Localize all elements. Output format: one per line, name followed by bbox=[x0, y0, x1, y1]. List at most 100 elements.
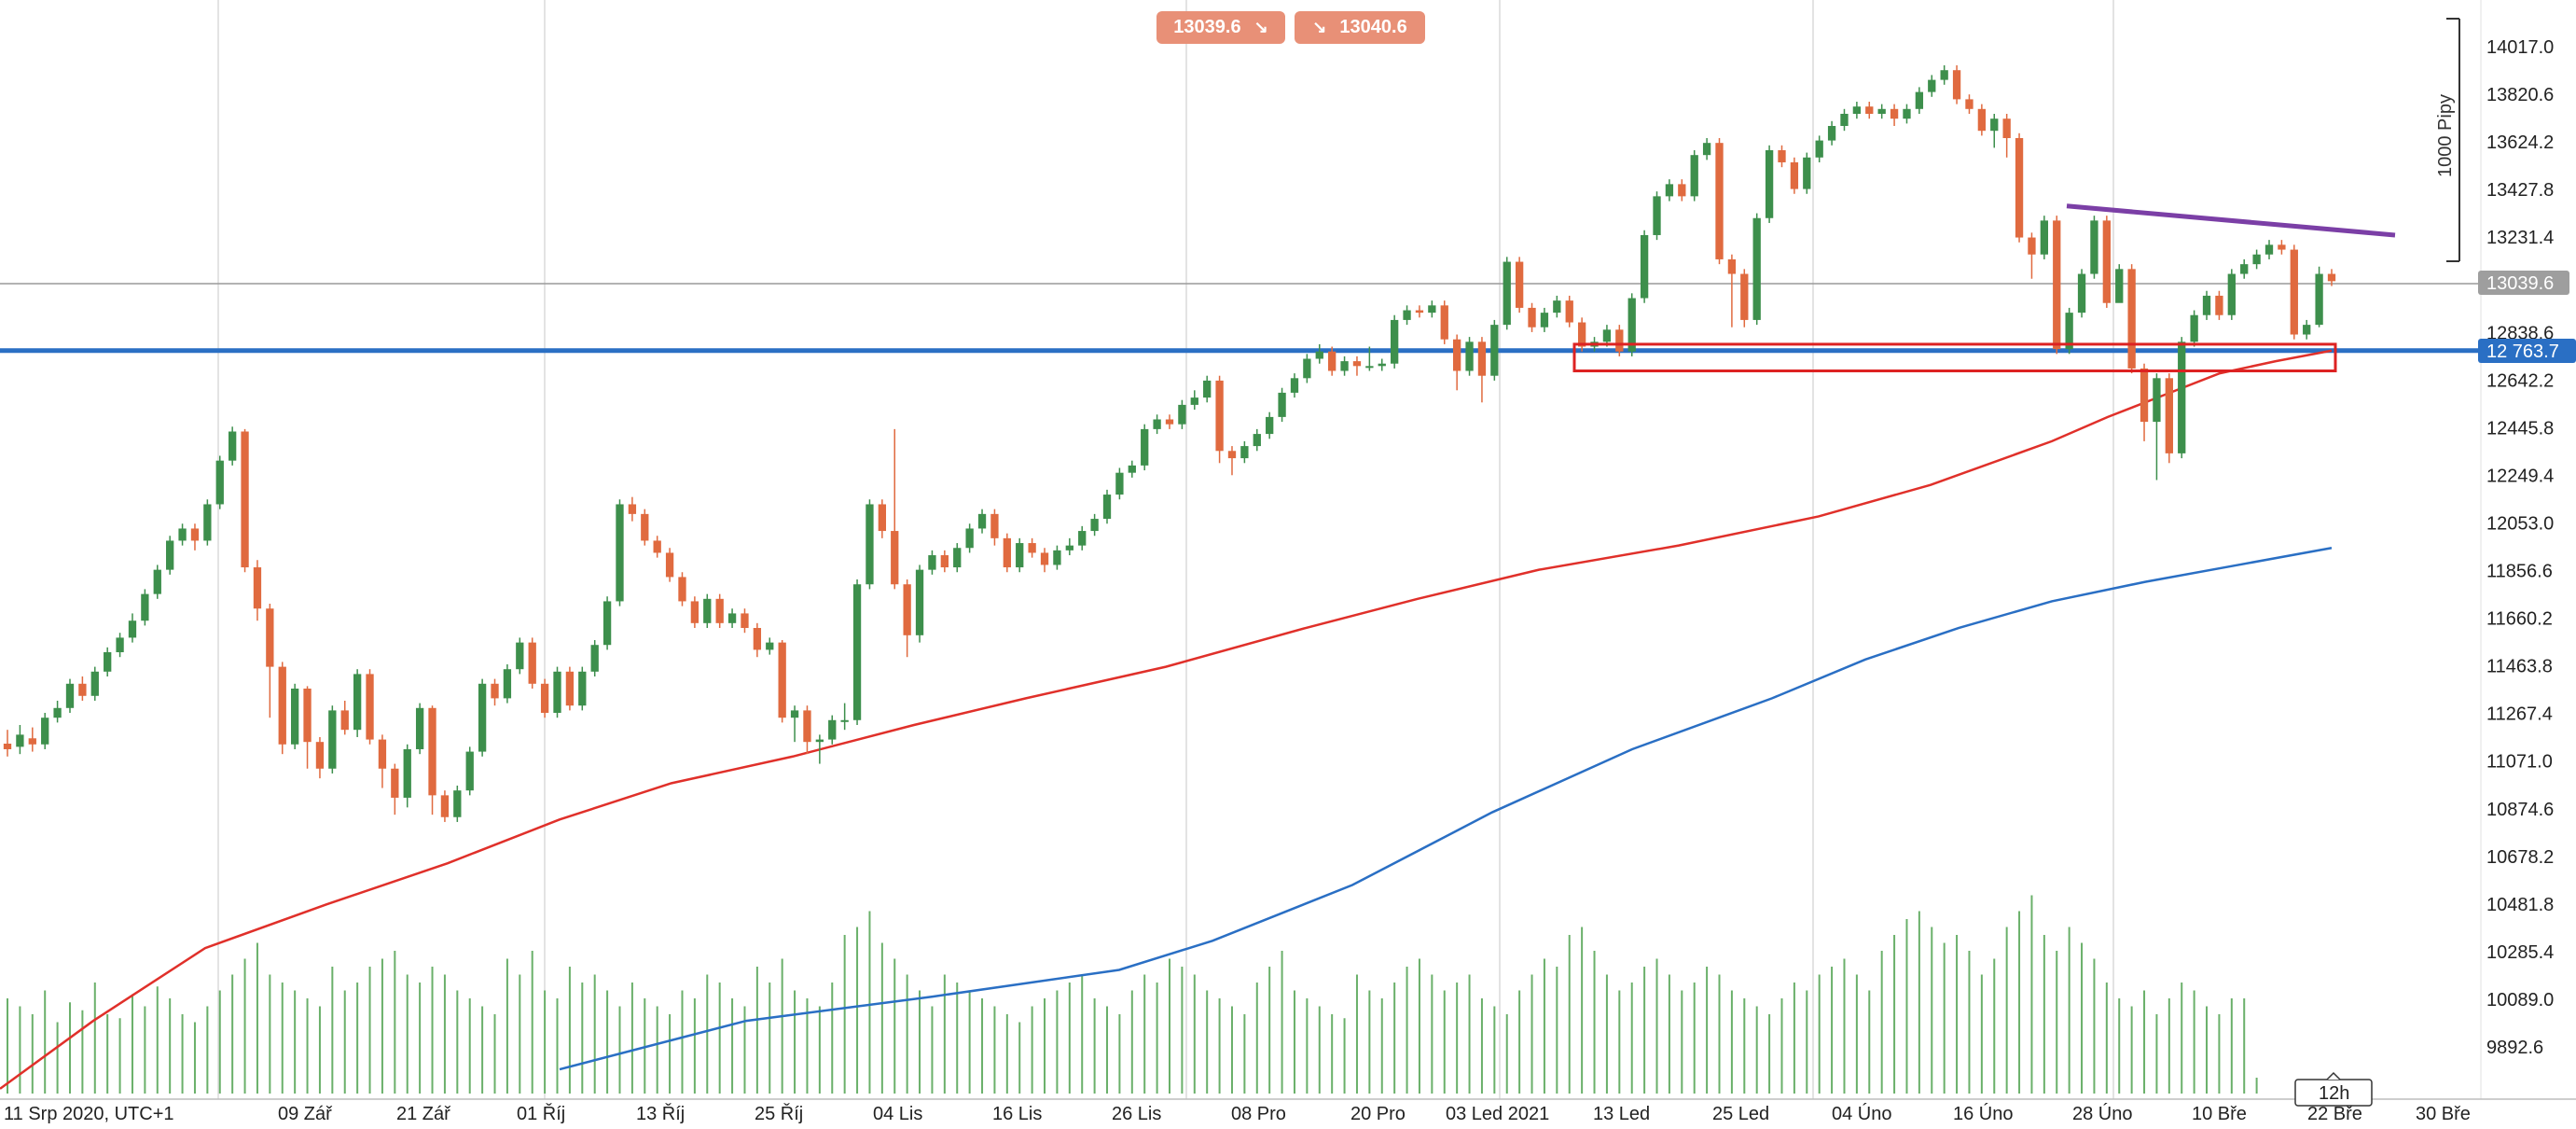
candle bbox=[565, 666, 575, 711]
candle-body bbox=[1778, 149, 1786, 162]
candle bbox=[2202, 290, 2211, 320]
candle-body bbox=[153, 569, 161, 594]
candle-body bbox=[453, 790, 462, 817]
candle-body bbox=[1328, 351, 1336, 371]
candle-body bbox=[1153, 419, 1161, 429]
candle bbox=[215, 455, 224, 509]
candle bbox=[1678, 179, 1686, 202]
candle bbox=[1553, 295, 1561, 318]
candle-body bbox=[2252, 254, 2261, 265]
candle bbox=[1278, 387, 1286, 423]
candle-body bbox=[1477, 341, 1487, 376]
candle-body bbox=[478, 683, 487, 752]
scale-bracket: 1000 Pipy bbox=[2435, 18, 2460, 262]
candle-body bbox=[803, 710, 811, 743]
candle-body bbox=[1727, 258, 1737, 274]
x-tick-label: 08 Pro bbox=[1231, 1104, 1286, 1124]
price-axis[interactable]: 14017.0 13820.6 13624.2 13427.8 13231.4 12838… bbox=[2480, 0, 2554, 1099]
candle-body bbox=[503, 669, 512, 699]
candle bbox=[1303, 354, 1311, 383]
candle-body bbox=[915, 569, 924, 635]
candle bbox=[1403, 305, 1411, 326]
candle-body bbox=[2127, 269, 2136, 369]
y-tick-label: 11071.0 bbox=[2486, 752, 2553, 773]
candle-body bbox=[628, 504, 637, 514]
candle bbox=[628, 496, 637, 522]
x-tick-label: 25 Říj bbox=[755, 1103, 803, 1124]
candle-body bbox=[2028, 237, 2036, 255]
candle bbox=[2115, 264, 2124, 303]
candle-body bbox=[1340, 361, 1349, 371]
buy-price-button[interactable]: ↘ 13040.6 bbox=[1295, 11, 1425, 44]
candle-body bbox=[1903, 108, 1911, 119]
candle bbox=[1253, 428, 1261, 452]
candle-body bbox=[2165, 378, 2173, 453]
candle bbox=[1827, 120, 1836, 146]
candle bbox=[866, 499, 874, 590]
candle bbox=[1053, 545, 1061, 570]
candle bbox=[1903, 104, 1911, 124]
candle bbox=[1102, 489, 1112, 524]
candle-body bbox=[1627, 298, 1636, 352]
candle bbox=[28, 727, 36, 752]
candle-body bbox=[641, 513, 649, 541]
candle-body bbox=[2290, 249, 2298, 335]
drawings[interactable] bbox=[1572, 203, 2396, 373]
support-price-label: 12 763.7 bbox=[2486, 341, 2559, 362]
support-zone-box bbox=[1572, 342, 2337, 373]
candle-body bbox=[328, 710, 337, 769]
candle bbox=[2102, 216, 2111, 308]
timeframe-badge[interactable]: 12h bbox=[2294, 1071, 2373, 1107]
candle-body bbox=[1016, 543, 1024, 568]
trendline bbox=[2066, 203, 2396, 238]
candle bbox=[516, 637, 524, 675]
candle-body bbox=[828, 719, 837, 740]
candle-body bbox=[2053, 220, 2061, 350]
candle bbox=[2227, 269, 2236, 320]
candle bbox=[766, 637, 774, 655]
candle-body bbox=[602, 601, 612, 646]
candle bbox=[403, 744, 411, 808]
candle-body bbox=[727, 613, 737, 623]
candle-body bbox=[2040, 220, 2049, 255]
candle bbox=[229, 426, 237, 466]
candle-body bbox=[278, 666, 286, 745]
candle bbox=[366, 669, 374, 745]
candle bbox=[703, 593, 712, 629]
candle bbox=[2090, 216, 2098, 279]
candle-body bbox=[41, 718, 49, 745]
candle bbox=[1877, 104, 1886, 119]
candle-body bbox=[1266, 416, 1274, 435]
y-tick-label: 10481.8 bbox=[2486, 895, 2554, 915]
candle bbox=[391, 763, 399, 815]
candle-body bbox=[715, 598, 724, 623]
candle-body bbox=[1440, 305, 1448, 340]
candle bbox=[840, 703, 849, 731]
candle-body bbox=[2102, 220, 2111, 303]
candle-body bbox=[528, 642, 536, 684]
candle bbox=[1465, 337, 1474, 376]
candle bbox=[1215, 375, 1224, 464]
candle-body bbox=[141, 593, 149, 621]
candle-body bbox=[215, 460, 224, 505]
candle-body bbox=[353, 674, 362, 731]
candle bbox=[1328, 346, 1336, 376]
time-axis[interactable]: 11 Srp 2020, UTC+1 09 Zář 21 Zář 01 Říj 13 Ř… bbox=[0, 1098, 2576, 1124]
candle bbox=[353, 669, 362, 737]
candle-body bbox=[977, 513, 987, 529]
candle bbox=[540, 678, 549, 718]
y-tick-label: 10678.2 bbox=[2486, 847, 2554, 868]
candle-body bbox=[415, 707, 424, 749]
candle-body bbox=[1203, 380, 1212, 398]
candle bbox=[578, 666, 587, 711]
candle bbox=[1690, 149, 1698, 202]
candle bbox=[990, 509, 999, 546]
sell-price-button[interactable]: 13039.6 ↘ bbox=[1156, 11, 1285, 44]
axis-price-labels: 13039.6 12 763.7 bbox=[2478, 271, 2576, 363]
volume-bars bbox=[7, 895, 2258, 1094]
y-tick-label: 13820.6 bbox=[2486, 85, 2554, 105]
candle bbox=[253, 560, 262, 621]
candle bbox=[303, 686, 312, 769]
candle bbox=[1715, 137, 1724, 265]
